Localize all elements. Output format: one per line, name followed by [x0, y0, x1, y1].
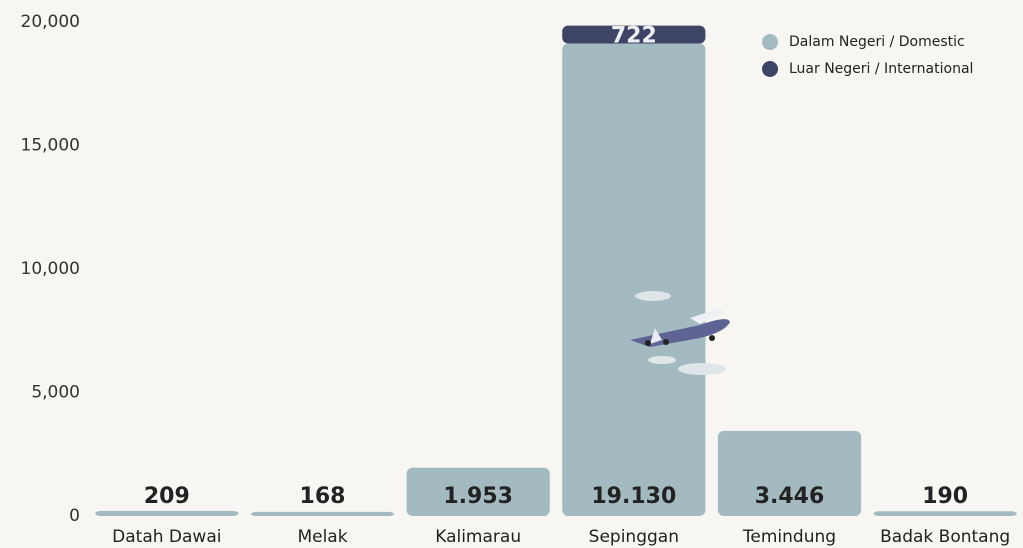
- bar-segment: [95, 511, 238, 516]
- legend-label: Dalam Negeri / Domestic: [789, 34, 965, 50]
- value-label: 168: [300, 484, 346, 509]
- value-label: 3.446: [755, 484, 825, 509]
- background: [0, 0, 1023, 548]
- value-label: 722: [611, 24, 657, 49]
- x-tick-label: Sepinggan: [589, 527, 679, 547]
- value-label: 209: [144, 484, 190, 509]
- y-tick-label: 20,000: [21, 12, 80, 32]
- y-tick-label: 15,000: [21, 136, 80, 156]
- y-tick-label: 10,000: [21, 259, 80, 279]
- x-tick-label: Badak Bontang: [880, 527, 1010, 547]
- chart: 0 5,000 10,000 15,000 20,000 Datah Dawai 209 Me…: [0, 0, 1023, 548]
- y-tick-label: 5,000: [31, 383, 80, 403]
- value-label: 1.953: [443, 484, 513, 509]
- value-label: 19.130: [591, 484, 676, 509]
- page: 0 5,000 10,000 15,000 20,000 Datah Dawai 209 Me…: [0, 0, 1023, 548]
- value-label: 190: [922, 484, 968, 509]
- bar-segment: [251, 512, 394, 516]
- bar-segment: [562, 43, 705, 516]
- y-tick-label: 0: [69, 506, 80, 526]
- x-tick-label: Datah Dawai: [112, 527, 221, 547]
- x-tick-label: Kalimarau: [435, 527, 521, 547]
- legend-swatch: [762, 61, 778, 77]
- x-tick-label: Melak: [297, 527, 347, 547]
- legend-label: Luar Negeri / International: [789, 61, 973, 77]
- x-tick-label: Temindung: [742, 527, 836, 547]
- legend-swatch: [762, 34, 778, 50]
- bar-segment: [874, 511, 1017, 516]
